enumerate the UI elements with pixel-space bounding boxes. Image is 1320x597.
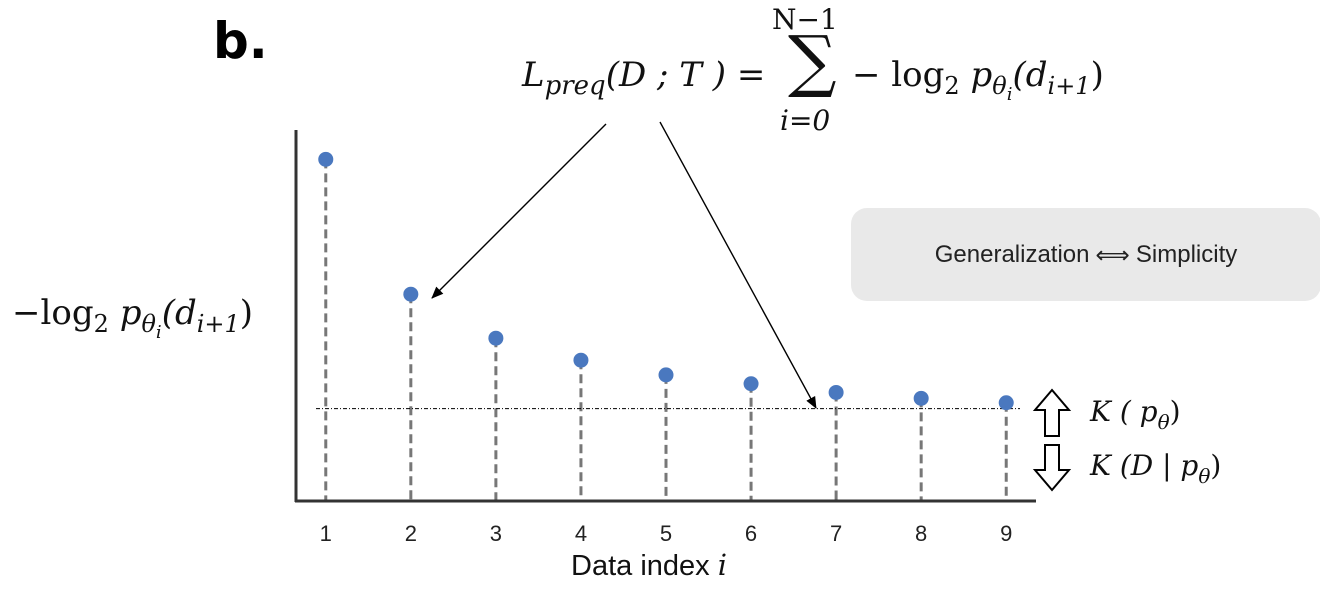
up-arrow-icon: [1032, 388, 1072, 437]
down-arrow-icon: [1032, 444, 1072, 492]
data-point-7: [828, 384, 844, 400]
x-tick-label-1: 1: [320, 521, 332, 546]
x-tick-label-6: 6: [745, 521, 757, 546]
data-point-6: [743, 376, 759, 392]
stems: [324, 159, 1008, 501]
double-arrow-icon: ⟺: [1095, 240, 1130, 269]
sum-symbol: ∑: [788, 22, 837, 101]
x-tick-label-8: 8: [915, 521, 927, 546]
x-tick-label-7: 7: [830, 521, 842, 546]
x-tick-label-2: 2: [405, 521, 417, 546]
generalization-text: Generalization: [934, 240, 1090, 268]
data-point-3: [488, 330, 504, 346]
preq-formula: Lpreq(D ; T ) = N−1 ∑ i=0 − log2 pθi(di+…: [0, 0, 1320, 140]
panel-label: b.: [213, 12, 268, 70]
data-point-9: [998, 395, 1014, 411]
x-tick-label-9: 9: [1000, 521, 1012, 546]
data-point-5: [658, 367, 674, 383]
x-tick-labels: 1 2 3 4 5 6 7 8 9: [320, 521, 1013, 546]
data-point-1: [318, 151, 334, 167]
k-model-label: K ( pθ): [1090, 395, 1181, 434]
x-tick-label-4: 4: [575, 521, 587, 546]
k-data-given-model-label: K (D | pθ): [1090, 449, 1222, 488]
formula-lhs: Lpreq(D ; T ) =: [522, 55, 766, 101]
simplicity-text: Simplicity: [1135, 240, 1238, 268]
y-axis-label: −log2 pθi(di+1): [12, 293, 254, 343]
data-point-4: [573, 352, 589, 368]
data-point-8: [913, 390, 929, 406]
data-point-2: [403, 286, 419, 302]
formula-arrow-right: [659, 121, 817, 409]
x-tick-label-3: 3: [490, 521, 502, 546]
sum-upper-limit: N−1: [772, 3, 838, 36]
generalization-simplicity-box: Generalization ⟺ Simplicity: [851, 208, 1320, 301]
x-axis-label: Data index i: [571, 548, 727, 582]
x-tick-label-5: 5: [660, 521, 672, 546]
sum-lower-limit: i=0: [780, 104, 831, 137]
formula-arrow-left: [431, 123, 607, 299]
points: [318, 151, 1014, 411]
formula-rhs: − log2 pθi(di+1): [852, 55, 1104, 105]
